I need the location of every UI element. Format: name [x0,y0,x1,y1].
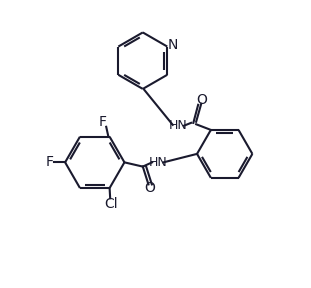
Text: O: O [196,93,207,107]
Text: O: O [144,181,155,195]
Text: F: F [46,155,53,169]
Text: HN: HN [169,119,187,132]
Text: HN: HN [149,156,168,169]
Text: N: N [167,38,178,52]
Text: F: F [99,115,107,129]
Text: Cl: Cl [104,197,118,211]
